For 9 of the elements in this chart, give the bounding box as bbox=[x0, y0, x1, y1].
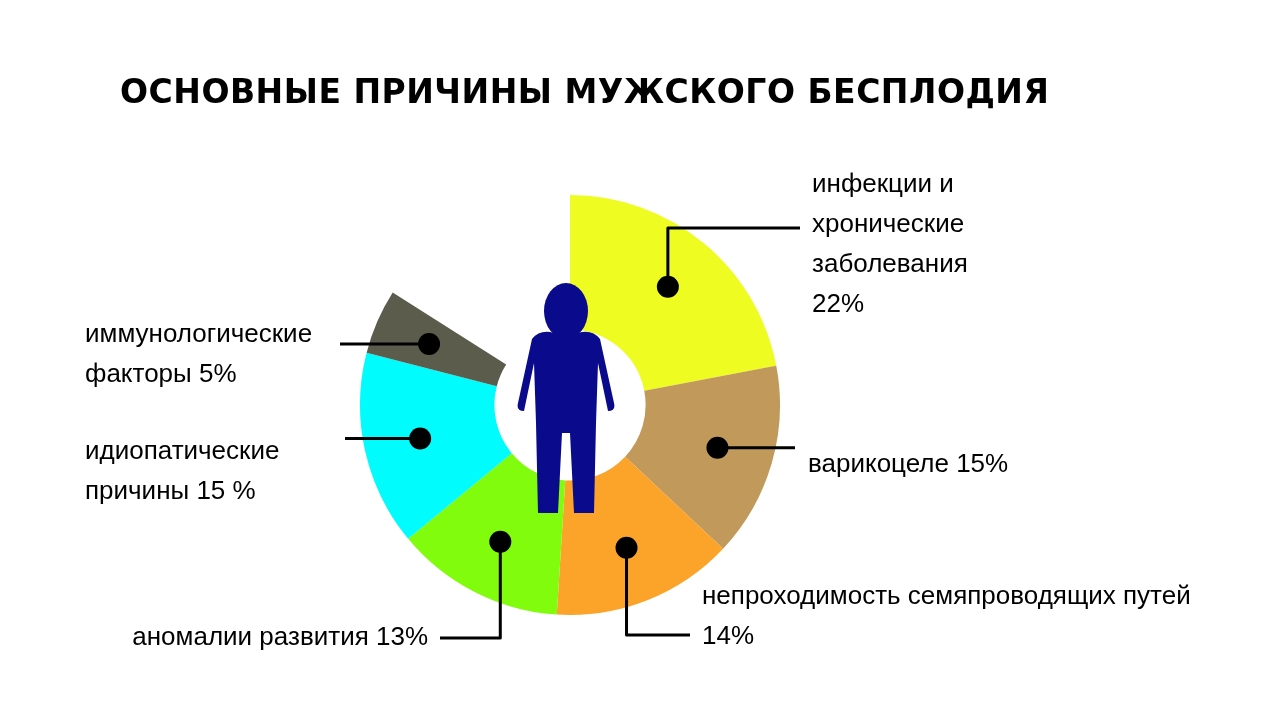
chart-title: ОСНОВНЫЕ ПРИЧИНЫ МУЖСКОГО БЕСПЛОДИЯ bbox=[120, 72, 1050, 111]
data-label: 14% bbox=[702, 620, 755, 651]
slice-label: варикоцеле 15% bbox=[808, 448, 1009, 479]
slice-label: идиопатические причины 15 % bbox=[85, 435, 280, 506]
data-label: 22% bbox=[812, 288, 865, 319]
slice-label: непроходимость семяпроводящих путей bbox=[702, 580, 1191, 611]
slice-label: иммунологические факторы 5% bbox=[85, 318, 313, 389]
slice-label: аномалии развития 13% bbox=[132, 621, 428, 652]
slice-label: инфекции и хронические заболевания bbox=[812, 168, 968, 279]
